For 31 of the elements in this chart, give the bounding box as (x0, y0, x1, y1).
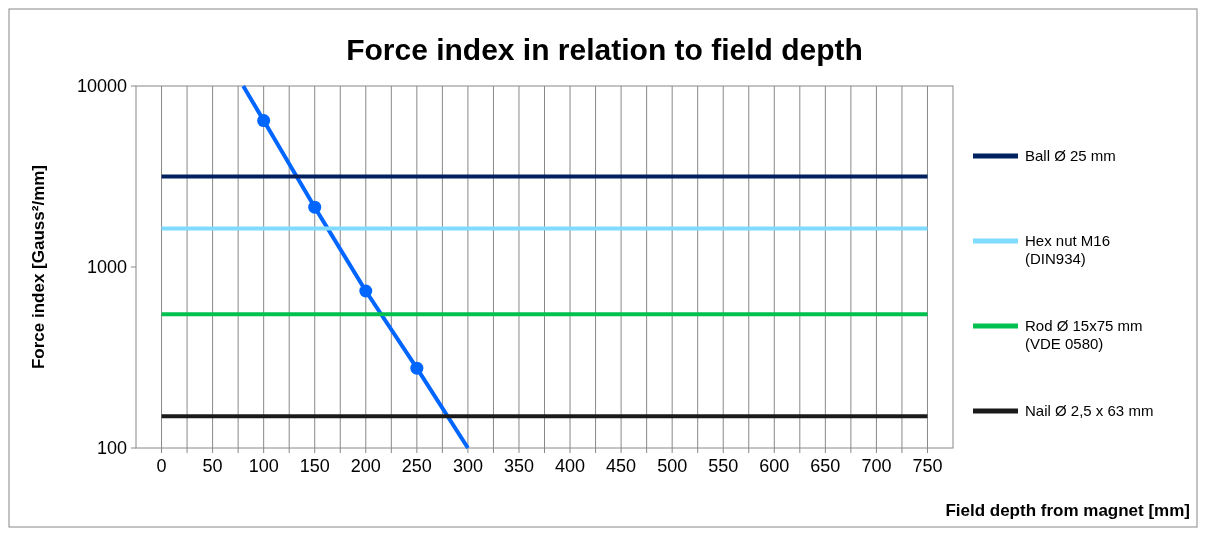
x-tick-label: 250 (401, 456, 432, 476)
y-axis-title: Force index [Gauss²/mm] (29, 164, 48, 370)
point (257, 114, 271, 128)
x-tick-label: 50 (202, 456, 223, 476)
y-tick-label: 1000 (86, 257, 127, 277)
x-tick-label: 350 (503, 456, 534, 476)
point (410, 361, 424, 375)
x-tick-label: 200 (350, 456, 381, 476)
point (308, 200, 322, 214)
y-tick-label: 10000 (76, 76, 127, 96)
x-tick-label: 400 (555, 456, 586, 476)
legend-label: Nail Ø 2,5 x 63 mm (1025, 402, 1154, 419)
x-tick-label: 600 (759, 456, 790, 476)
point (359, 284, 373, 298)
x-tick-label: 700 (861, 456, 892, 476)
line-series (241, 84, 470, 450)
x-tick-label: 0 (156, 456, 167, 476)
x-tick-label: 500 (657, 456, 688, 476)
legend-label: Hex nut M16 (DIN934) (1025, 232, 1111, 267)
x-tick-label: 650 (810, 456, 841, 476)
x-tick-label: 550 (708, 456, 739, 476)
x-tick-label: 450 (606, 456, 637, 476)
legend-label: Ball Ø 25 mm (1025, 147, 1116, 164)
x-axis-title: Field depth from magnet [mm] (945, 501, 1190, 520)
chart-title: Force index in relation to field depth (346, 33, 863, 66)
x-tick-label: 300 (452, 456, 483, 476)
legend-label: Rod Ø 15x75 mm (VDE 0580) (1025, 317, 1143, 352)
y-tick-label: 100 (96, 438, 127, 458)
x-tick-label: 150 (299, 456, 330, 476)
x-tick-label: 750 (912, 456, 943, 476)
x-tick-label: 100 (248, 456, 279, 476)
